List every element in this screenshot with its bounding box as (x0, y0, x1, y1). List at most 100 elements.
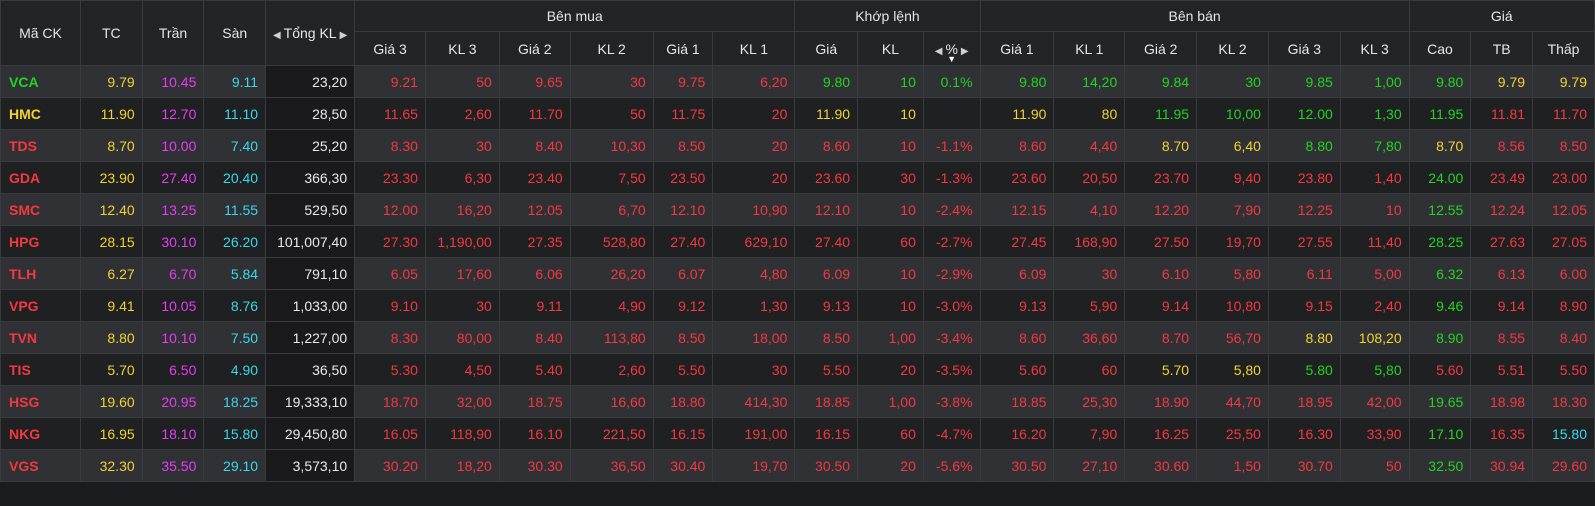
table-row[interactable]: NKG 16.95 18.10 15.80 29,450,80 16.05 118,90 16… (0, 417, 1595, 450)
buy-vol1[interactable]: 20 (712, 161, 796, 194)
sell-price3[interactable]: 18.95 (1267, 385, 1341, 418)
buy-vol3[interactable]: 32,00 (424, 385, 500, 418)
sell-price3[interactable]: 12.25 (1267, 193, 1341, 226)
sell-price2[interactable]: 8.70 (1124, 129, 1198, 162)
table-row[interactable]: SMC 12.40 13.25 11.55 529,50 12.00 16,20 12.05 6… (0, 193, 1595, 226)
buy-price3[interactable]: 5.30 (354, 353, 426, 386)
buy-vol3[interactable]: 80,00 (424, 321, 500, 354)
buy-price1[interactable]: 18.80 (652, 385, 714, 418)
sell-vol3[interactable]: 50 (1339, 449, 1410, 482)
header-price-avg[interactable]: TB (1470, 31, 1534, 66)
buy-price2[interactable]: 30.30 (498, 449, 571, 482)
buy-price2[interactable]: 18.75 (498, 385, 571, 418)
sell-price3[interactable]: 9.85 (1267, 65, 1341, 98)
buy-vol3[interactable]: 118,90 (424, 417, 500, 450)
header-buy-price3[interactable]: Giá 3 (354, 31, 426, 66)
buy-price2[interactable]: 6.06 (498, 257, 571, 290)
sell-vol3[interactable]: 1,00 (1339, 65, 1410, 98)
header-match-vol[interactable]: KL (857, 31, 924, 66)
sell-price1[interactable]: 5.60 (979, 353, 1055, 386)
sell-vol2[interactable]: 9,40 (1196, 161, 1269, 194)
sell-price2[interactable]: 6.10 (1124, 257, 1198, 290)
buy-price3[interactable]: 6.05 (354, 257, 426, 290)
sell-vol2[interactable]: 56,70 (1196, 321, 1269, 354)
header-match-price[interactable]: Giá (794, 31, 859, 66)
table-row[interactable]: HSG 19.60 20.95 18.25 19,333,10 18.70 32,00 18.… (0, 385, 1595, 418)
sell-vol2[interactable]: 10,80 (1196, 289, 1269, 322)
buy-vol2[interactable]: 50 (569, 97, 654, 130)
stock-symbol[interactable]: HPG (0, 225, 81, 258)
sell-price1[interactable]: 8.60 (979, 321, 1055, 354)
buy-vol1[interactable]: 191,00 (712, 417, 796, 450)
header-ceiling-price[interactable]: Trần (141, 0, 205, 66)
buy-price1[interactable]: 23.50 (652, 161, 714, 194)
sell-vol3[interactable]: 42,00 (1339, 385, 1410, 418)
header-sell-price2[interactable]: Giá 2 (1124, 31, 1198, 66)
sell-vol2[interactable]: 5,80 (1196, 257, 1269, 290)
buy-price2[interactable]: 27.35 (498, 225, 571, 258)
buy-price1[interactable]: 16.15 (652, 417, 714, 450)
sell-vol3[interactable]: 5,00 (1339, 257, 1410, 290)
buy-vol3[interactable]: 50 (424, 65, 500, 98)
sell-vol3[interactable]: 1,40 (1339, 161, 1410, 194)
sell-price1[interactable]: 9.13 (979, 289, 1055, 322)
sell-price2[interactable]: 27.50 (1124, 225, 1198, 258)
buy-vol2[interactable]: 30 (569, 65, 654, 98)
sell-price1[interactable]: 27.45 (979, 225, 1055, 258)
stock-symbol[interactable]: VPG (0, 289, 81, 322)
buy-price1[interactable]: 27.40 (652, 225, 714, 258)
sell-vol1[interactable]: 36,60 (1053, 321, 1126, 354)
table-row[interactable]: TVN 8.80 10.10 7.50 1,227,00 8.30 80,00 8.40 113… (0, 321, 1595, 354)
header-sell-price1[interactable]: Giá 1 (979, 31, 1055, 66)
buy-price3[interactable]: 9.10 (354, 289, 426, 322)
buy-vol3[interactable]: 1,190,00 (424, 225, 500, 258)
sell-price3[interactable]: 27.55 (1267, 225, 1341, 258)
buy-vol2[interactable]: 10,30 (569, 129, 654, 162)
buy-vol1[interactable]: 629,10 (712, 225, 796, 258)
buy-vol3[interactable]: 30 (424, 129, 500, 162)
buy-price2[interactable]: 9.11 (498, 289, 571, 322)
sell-vol3[interactable]: 33,90 (1339, 417, 1410, 450)
buy-vol1[interactable]: 6,20 (712, 65, 796, 98)
sell-vol2[interactable]: 30 (1196, 65, 1269, 98)
sell-vol1[interactable]: 27,10 (1053, 449, 1126, 482)
sell-price3[interactable]: 30.70 (1267, 449, 1341, 482)
buy-vol2[interactable]: 36,50 (569, 449, 654, 482)
buy-price2[interactable]: 16.10 (498, 417, 571, 450)
sell-price3[interactable]: 23.80 (1267, 161, 1341, 194)
sell-vol1[interactable]: 7,90 (1053, 417, 1126, 450)
buy-price3[interactable]: 16.05 (354, 417, 426, 450)
sell-price1[interactable]: 8.60 (979, 129, 1055, 162)
sell-price2[interactable]: 16.25 (1124, 417, 1198, 450)
table-row[interactable]: TDS 8.70 10.00 7.40 25,20 8.30 30 8.40 10,30 8.50… (0, 129, 1595, 162)
sell-price1[interactable]: 12.15 (979, 193, 1055, 226)
buy-price1[interactable]: 5.50 (652, 353, 714, 386)
sell-vol2[interactable]: 6,40 (1196, 129, 1269, 162)
sell-vol1[interactable]: 4,10 (1053, 193, 1126, 226)
sell-price2[interactable]: 30.60 (1124, 449, 1198, 482)
buy-vol1[interactable]: 10,90 (712, 193, 796, 226)
buy-vol1[interactable]: 18,00 (712, 321, 796, 354)
header-price-low[interactable]: Thấp (1532, 31, 1595, 66)
buy-vol2[interactable]: 6,70 (569, 193, 654, 226)
buy-price2[interactable]: 12.05 (498, 193, 571, 226)
sell-vol3[interactable]: 11,40 (1339, 225, 1410, 258)
buy-price2[interactable]: 8.40 (498, 129, 571, 162)
sell-vol1[interactable]: 5,90 (1053, 289, 1126, 322)
sell-price1[interactable]: 18.85 (979, 385, 1055, 418)
buy-price3[interactable]: 27.30 (354, 225, 426, 258)
buy-vol3[interactable]: 4,50 (424, 353, 500, 386)
caret-right-icon[interactable]: ▶ (960, 45, 969, 57)
stock-symbol[interactable]: TVN (0, 321, 81, 354)
sell-vol1[interactable]: 14,20 (1053, 65, 1126, 98)
buy-price3[interactable]: 8.30 (354, 321, 426, 354)
sell-price2[interactable]: 12.20 (1124, 193, 1198, 226)
caret-left-icon[interactable]: ◀ (934, 45, 943, 57)
buy-price3[interactable]: 9.21 (354, 65, 426, 98)
buy-vol1[interactable]: 4,80 (712, 257, 796, 290)
buy-price2[interactable]: 8.40 (498, 321, 571, 354)
sell-price2[interactable]: 8.70 (1124, 321, 1198, 354)
buy-price3[interactable]: 18.70 (354, 385, 426, 418)
sell-vol1[interactable]: 25,30 (1053, 385, 1126, 418)
stock-symbol[interactable]: VCA (0, 65, 81, 98)
